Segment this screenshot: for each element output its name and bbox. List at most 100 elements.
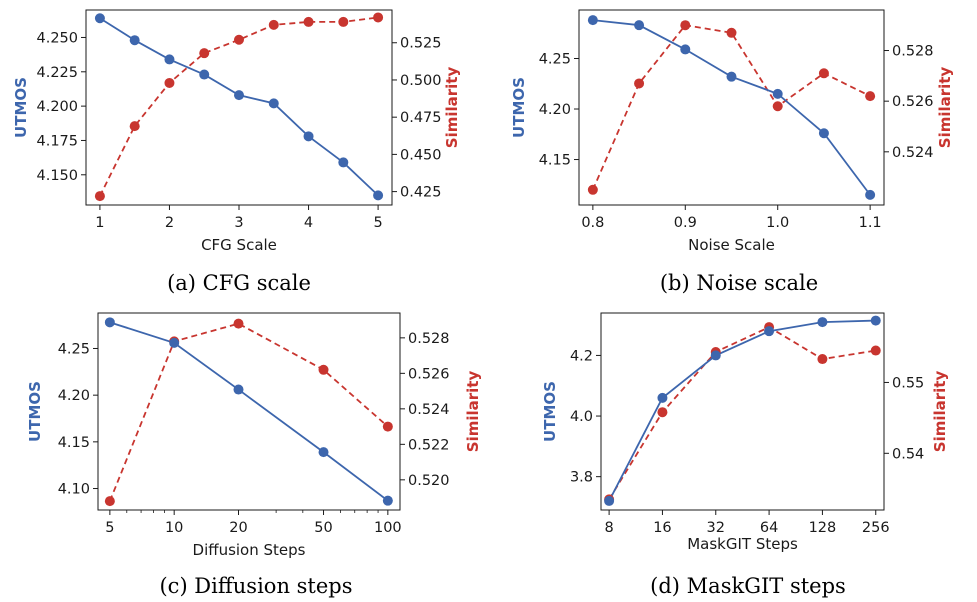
similarity-point [680,20,691,31]
similarity-point [373,12,384,23]
left-y-axis-label: UTMOS [541,381,559,442]
left-y-tick-label: 4.2 [570,348,593,364]
x-tick-label: 1.1 [859,215,882,231]
right-y-tick-label: 0.528 [892,44,934,60]
utmos-point [772,88,783,99]
utmos-point [680,44,691,55]
utmos-point [382,495,393,506]
utmos-point [634,20,645,31]
utmos-point [817,317,828,328]
x-tick-label: 64 [760,520,778,536]
x-tick-label: 2 [165,215,174,231]
x-tick-label: 100 [374,520,402,536]
left-y-axis-label: UTMOS [510,77,528,138]
x-tick-label: 20 [229,520,247,536]
x-tick-label: 4 [304,215,313,231]
similarity-point [94,191,105,202]
utmos-point [587,15,598,26]
utmos-series-line [109,321,389,502]
right-y-axis-label: Similarity [931,371,949,453]
similarity-point [104,496,115,507]
utmos-series-line [608,319,876,502]
similarity-point [303,16,314,27]
similarity-point [338,16,349,27]
right-y-tick-label: 0.450 [400,147,442,163]
right-y-tick-label: 0.528 [408,331,450,347]
left-y-tick-label: 4.25 [539,51,571,67]
utmos-point [338,157,349,168]
plot-frame [600,312,885,511]
similarity-point [726,27,737,38]
utmos-point [234,90,244,101]
x-tick-label: 256 [862,520,890,536]
caption-diffusion-steps: (c) Diffusion steps [159,574,353,598]
right-y-tick-label: 0.525 [400,36,442,52]
similarity-series-line [608,326,876,500]
similarity-point [199,48,210,59]
similarity-point [818,68,829,79]
utmos-point [94,13,105,24]
caption-noise-scale: (b) Noise scale [659,271,819,295]
x-tick-label: 5 [373,215,382,231]
right-y-tick-label: 0.54 [892,446,924,462]
x-tick-label: 0.9 [674,215,697,231]
right-y-tick-label: 0.475 [400,110,442,126]
similarity-point [865,91,876,102]
x-tick-label: 0.8 [581,215,604,231]
left-y-axis-label: UTMOS [26,381,44,442]
left-y-tick-label: 4.0 [570,409,593,425]
similarity-point [870,345,881,356]
right-y-tick-label: 0.524 [408,402,450,418]
plot-frame [97,312,401,511]
x-tick-label: 5 [105,520,114,536]
similarity-series-line [99,16,379,197]
similarity-point [657,407,668,418]
similarity-point [382,421,393,432]
x-axis-label: CFG Scale [201,236,277,254]
utmos-point [104,317,115,328]
left-y-tick-label: 4.15 [539,153,571,169]
x-axis-label: MaskGIT Steps [687,535,798,553]
similarity-point [817,354,828,365]
similarity-point [164,77,175,88]
panel-maskgit: 8 16 32 64 128 256 3.8 4.0 4.2 0.54 0.55 MaskGIT St… [541,312,949,553]
x-tick-label: 50 [314,520,332,536]
utmos-point [710,350,721,361]
left-y-tick-label: 4.15 [58,435,90,451]
utmos-point [865,189,876,200]
utmos-point [818,128,829,139]
right-y-tick-label: 0.520 [408,473,450,489]
left-y-tick-label: 3.8 [570,470,593,486]
panel-diffusion: 5 10 20 50 100 4.10 4.15 4.20 4.25 0.520 0.522 0.52… [26,312,482,559]
utmos-point [199,69,210,80]
utmos-point [318,447,329,458]
utmos-point [129,35,140,46]
right-y-tick-label: 0.55 [892,375,924,391]
utmos-point [764,326,775,337]
x-tick-label: 10 [165,520,183,536]
right-y-tick-label: 0.522 [408,437,450,453]
similarity-point [234,34,244,45]
left-y-tick-label: 4.10 [58,482,90,498]
panel-cfg: 1 2 3 4 5 4.150 4.175 4.200 4.225 4.250 0.425 0.450… [12,9,461,254]
panel-noise: 0.8 0.9 1.0 1.1 4.15 4.20 4.25 0.524 0.526 0.528 N… [510,9,954,254]
left-y-tick-label: 4.20 [539,102,571,118]
utmos-point [604,495,615,506]
utmos-point [164,54,175,65]
right-y-axis-label: Similarity [443,67,461,149]
x-axis-label: Diffusion Steps [193,541,306,559]
similarity-point [129,121,140,132]
utmos-series-line [99,17,379,197]
right-y-tick-label: 0.500 [400,73,442,89]
utmos-point [233,384,244,395]
x-tick-label: 32 [707,520,725,536]
utmos-point [870,315,881,326]
utmos-series-line [592,19,871,196]
similarity-point [772,101,783,112]
left-y-tick-label: 4.150 [36,168,78,184]
left-y-tick-label: 4.20 [58,388,90,404]
similarity-point [268,19,279,30]
similarity-point [634,78,645,89]
